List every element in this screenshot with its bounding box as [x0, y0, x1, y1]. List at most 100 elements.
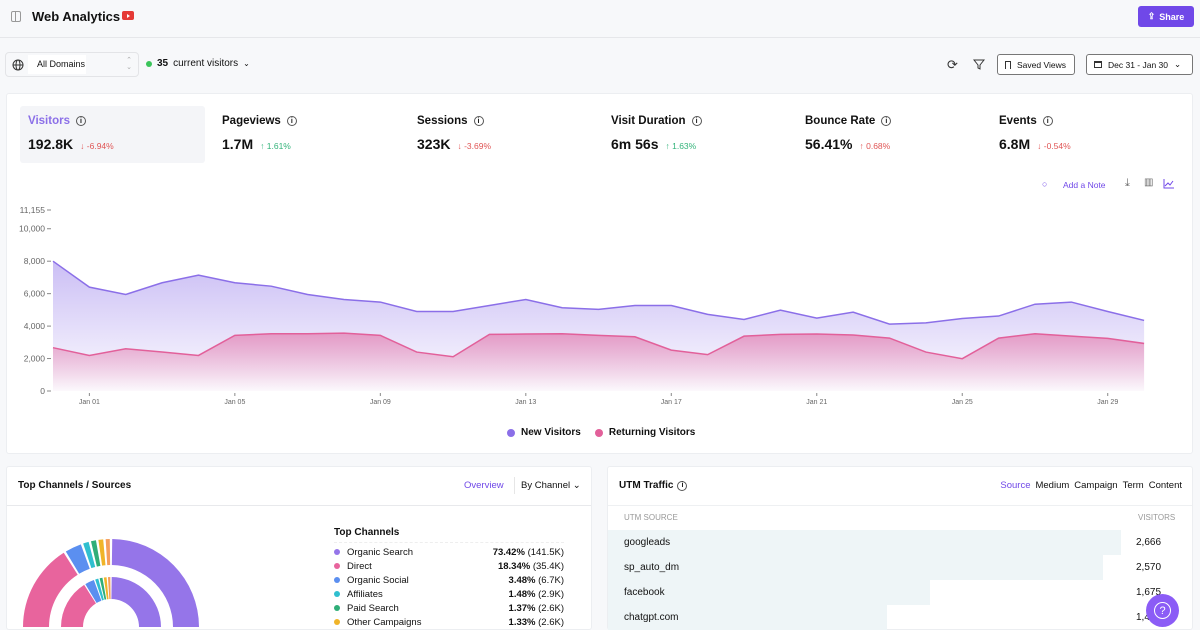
donut-slice[interactable] — [83, 541, 96, 569]
metric-visit-duration[interactable]: Visit Duration i 6m 56s ↑ 1.63% — [603, 106, 788, 163]
donut-slice[interactable] — [23, 552, 78, 627]
donut-slice[interactable] — [61, 584, 96, 627]
channel-item[interactable]: Affiliates 1.48% (2.9K) — [334, 587, 564, 601]
divider — [608, 505, 1192, 506]
x-tick-label: Jan 05 — [224, 399, 245, 406]
channel-item[interactable]: Direct 18.34% (35.4K) — [334, 559, 564, 573]
calendar-icon — [1094, 61, 1102, 68]
info-icon[interactable]: i — [691, 116, 702, 126]
tab-medium[interactable]: Medium — [1035, 480, 1070, 491]
chevron-down-icon: ⌄ — [243, 59, 250, 68]
legend-new-visitors[interactable]: New Visitors — [507, 427, 581, 438]
channel-item[interactable]: Organic Search 73.42% (141.5K) — [334, 545, 564, 559]
metric-change: ↓ -3.69% — [457, 141, 492, 151]
info-icon[interactable]: i — [75, 116, 86, 126]
donut-slice[interactable] — [99, 577, 107, 600]
visitor-bar — [608, 530, 1121, 555]
current-visitors-dropdown[interactable]: 35 current visitors ⌄ — [146, 58, 250, 69]
table-row[interactable]: chatgpt.com 1,4 — [608, 605, 1192, 630]
table-row[interactable]: sp_auto_dm 2,570 — [608, 555, 1192, 580]
list-title: Top Channels — [334, 527, 564, 543]
donut-slice[interactable] — [85, 580, 102, 603]
x-tick-label: Jan 13 — [515, 399, 536, 406]
youtube-icon[interactable] — [122, 11, 134, 20]
arrow-up-icon: ↑ — [665, 141, 670, 151]
x-tick-label: Jan 17 — [661, 399, 682, 406]
table-row[interactable]: googleads 2,666 — [608, 530, 1192, 555]
donut-slice[interactable] — [107, 577, 111, 600]
info-icon[interactable]: i — [286, 116, 297, 126]
x-tick-label: Jan 09 — [370, 399, 391, 406]
info-icon[interactable]: i — [881, 116, 892, 126]
comment-icon[interactable]: ○ — [1042, 179, 1048, 189]
metric-label: Events — [999, 115, 1037, 127]
visitor-bar — [608, 605, 887, 630]
tab-content[interactable]: Content — [1148, 480, 1182, 491]
sidebar-toggle-icon[interactable] — [11, 11, 21, 22]
domain-select[interactable]: All Domains ⌃ ⌄ — [5, 52, 139, 77]
metric-bounce-rate[interactable]: Bounce Rate i 56.41% ↑ 0.68% — [797, 106, 982, 163]
arrow-down-icon: ↓ — [1037, 141, 1042, 151]
by-channel-dropdown[interactable]: By Channel ⌄ — [521, 480, 581, 491]
donut-slice[interactable] — [65, 544, 90, 574]
donut-slice[interactable] — [111, 577, 161, 627]
donut-slice[interactable] — [98, 539, 106, 566]
metric-label: Pageviews — [222, 115, 281, 127]
line-chart-icon[interactable] — [1163, 179, 1174, 189]
metric-sessions[interactable]: Sessions i 323K ↓ -3.69% — [409, 106, 594, 163]
donut-slice[interactable] — [105, 539, 111, 566]
arrow-down-icon: ↓ — [80, 141, 85, 151]
x-tick-label: Jan 29 — [1097, 399, 1118, 406]
metric-pageviews[interactable]: Pageviews i 1.7M ↑ 1.61% — [214, 106, 399, 163]
channel-item[interactable]: Other Campaigns 1.33% (2.6K) — [334, 615, 564, 629]
donut-slice[interactable] — [103, 577, 109, 600]
card-title: UTM Traffic i — [619, 480, 688, 491]
donut-slice[interactable] — [111, 539, 199, 627]
main-chart-card: 0 2,000 4,000 6,000 8,000 10,000 11,155 Jan 01 J… — [6, 93, 1193, 454]
x-tick-label: Jan 25 — [952, 399, 973, 406]
color-dot-icon — [334, 619, 340, 625]
color-dot-icon — [334, 605, 340, 611]
upload-icon: ⇪ — [1147, 11, 1156, 21]
channel-item[interactable]: Organic Social 3.48% (6.7K) — [334, 573, 564, 587]
tab-source[interactable]: Source — [1000, 480, 1031, 491]
visitor-bar — [608, 580, 931, 605]
chart-legend: New Visitors Returning Visitors — [507, 427, 695, 438]
metric-change: ↓ -0.54% — [1037, 141, 1071, 151]
arrow-up-icon: ↑ — [859, 141, 864, 151]
metric-visitors[interactable]: Visitors i 192.8K ↓ -6.94% — [20, 106, 205, 163]
metric-value: 6.8M — [999, 136, 1031, 152]
y-tick-label: 6,000 — [24, 289, 46, 299]
download-icon[interactable]: ⤓ — [1125, 177, 1130, 189]
y-tick-label: 11,155 — [20, 205, 46, 215]
color-dot-icon — [334, 591, 340, 597]
add-note-button[interactable]: Add a Note — [1063, 180, 1106, 190]
channel-item[interactable]: Paid Search 1.37% (2.6K) — [334, 601, 564, 615]
date-range-picker[interactable]: Dec 31 - Jan 30 ⌄ — [1086, 54, 1193, 75]
legend-returning-visitors[interactable]: Returning Visitors — [594, 427, 695, 438]
saved-views-button[interactable]: Saved Views — [997, 54, 1075, 75]
tab-term[interactable]: Term — [1122, 480, 1144, 491]
filter-icon[interactable] — [973, 59, 985, 70]
bar-chart-icon[interactable]: ▥ — [1144, 177, 1154, 188]
refresh-icon[interactable]: ⟳ — [947, 57, 958, 72]
y-tick-label: 10,000 — [19, 224, 45, 234]
help-button[interactable]: ? — [1146, 594, 1179, 627]
tab-overview[interactable]: Overview — [464, 480, 504, 491]
info-icon[interactable]: i — [677, 480, 688, 491]
info-icon[interactable]: i — [473, 116, 484, 126]
visitor-bar — [608, 555, 1103, 580]
donut-slice[interactable] — [90, 540, 101, 567]
channels-donut-chart — [23, 539, 199, 627]
table-row[interactable]: facebook 1,675 — [608, 580, 1192, 605]
tab-campaign[interactable]: Campaign — [1074, 480, 1118, 491]
donut-slice[interactable] — [95, 578, 104, 601]
metric-events[interactable]: Events i 6.8M ↓ -0.54% — [991, 106, 1176, 163]
metric-value: 56.41% — [805, 136, 853, 152]
chevron-down-icon: ⌄ — [572, 480, 581, 491]
info-icon[interactable]: i — [1042, 116, 1053, 126]
share-button[interactable]: ⇪ Share — [1138, 6, 1194, 27]
question-icon: ? — [1154, 602, 1171, 619]
metric-value: 6m 56s — [611, 136, 659, 152]
metric-label: Visitors — [28, 115, 70, 127]
